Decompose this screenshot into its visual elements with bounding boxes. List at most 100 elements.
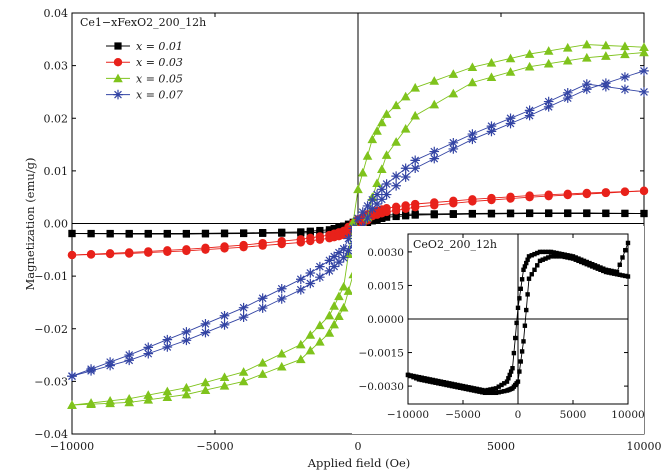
inset-data-point — [521, 339, 526, 344]
inset-data-point — [433, 380, 438, 385]
main-data-point — [525, 192, 534, 202]
axis-titles: Applied field (Oe) Magnetization (emu/g) — [23, 157, 410, 470]
inset-data-point — [408, 373, 413, 379]
main-y-tick-label: 0.00 — [44, 218, 69, 231]
main-data-point — [144, 248, 153, 257]
inset-data-point — [540, 249, 545, 255]
main-data-point — [378, 214, 386, 223]
inset-data-point — [603, 269, 609, 275]
inset-data-point — [551, 254, 556, 259]
main-data-point — [620, 84, 630, 95]
inset-data-point — [447, 383, 452, 388]
inset-data-point — [471, 386, 477, 391]
inset-data-point — [485, 387, 490, 393]
inset-data-point — [595, 266, 600, 271]
inset-data-point — [601, 268, 606, 274]
main-data-point — [305, 268, 316, 278]
inset-data-point — [455, 385, 460, 390]
inset-data-point — [517, 296, 522, 301]
main-x-tick-label: −5000 — [196, 440, 233, 453]
legend-marker — [113, 58, 123, 67]
inset-data-point — [514, 320, 519, 326]
main-data-point — [467, 134, 478, 145]
main-data-point — [601, 40, 611, 50]
main-data-point — [640, 209, 648, 218]
inset-data-point — [606, 270, 611, 275]
inset-data-point — [579, 257, 584, 262]
main-data-point — [429, 146, 440, 157]
inset-data-point — [491, 386, 496, 392]
main-data-point — [524, 61, 535, 71]
main-data-point — [162, 392, 173, 402]
main-data-point — [239, 242, 248, 252]
inset-data-point — [425, 378, 430, 384]
inset-data-point — [526, 254, 532, 259]
main-data-point — [334, 291, 344, 301]
main-data-point — [343, 286, 354, 295]
main-data-point — [68, 229, 76, 238]
main-y-tick-label: −0.02 — [34, 323, 68, 336]
main-data-point — [296, 274, 306, 285]
inset-data-point — [581, 260, 587, 266]
main-data-point — [639, 42, 649, 52]
inset-data-point — [524, 260, 529, 266]
main-data-point — [296, 285, 306, 295]
inset-data-point — [482, 390, 488, 396]
main-data-point — [257, 369, 268, 378]
inset-data-point — [449, 383, 455, 389]
inset-data-point — [441, 382, 446, 387]
inset-data-point — [537, 258, 543, 264]
inset-data-point — [449, 381, 455, 387]
main-data-point — [357, 207, 368, 217]
inset-data-point — [548, 254, 554, 259]
inset-data-point — [452, 382, 457, 387]
main-data-point — [143, 390, 154, 399]
main-data-point — [601, 188, 611, 198]
main-data-point — [219, 372, 230, 382]
main-data-point — [505, 67, 516, 76]
x-axis-title: Applied field (Oe) — [307, 456, 411, 470]
main-data-point — [401, 204, 410, 213]
inset-data-point — [499, 389, 504, 394]
inset-data-point — [548, 249, 554, 255]
main-data-point — [400, 91, 411, 101]
main-data-point — [583, 209, 591, 218]
main-data-point — [543, 102, 554, 112]
main-data-point — [338, 302, 349, 312]
main-data-point — [377, 164, 387, 173]
inset-data-point — [436, 378, 441, 384]
main-data-point — [410, 110, 420, 120]
inset-y-tick-label: −0.0015 — [358, 348, 404, 360]
inset-data-point — [546, 249, 551, 255]
inset-data-point — [617, 272, 622, 278]
main-data-point — [201, 245, 210, 254]
inset-data-point — [568, 253, 573, 259]
inset-data-point — [518, 286, 523, 292]
main-data-point — [86, 399, 96, 409]
legend-entry: x = 0.01 — [106, 40, 183, 53]
main-data-point — [306, 236, 315, 246]
main-data-point — [487, 210, 496, 218]
main-data-point — [601, 78, 611, 88]
main-data-point — [448, 144, 459, 154]
inset-y-tick-label: 0.0015 — [367, 280, 404, 292]
inset-data-point — [532, 267, 537, 272]
main-data-point — [125, 249, 134, 258]
main-data-point — [259, 229, 267, 237]
main-data-point — [219, 310, 230, 321]
inset-data-point — [525, 292, 530, 297]
inset-y-tick-label: 0.0030 — [367, 247, 404, 259]
main-data-point — [582, 79, 592, 89]
inset-series-0 — [405, 240, 631, 396]
legend-title: Ce1−xFexO2_200_12h — [80, 16, 206, 29]
main-data-point — [238, 312, 249, 322]
inset-data-point — [606, 268, 611, 273]
inset-data-point — [460, 386, 466, 391]
inset-data-point — [519, 349, 525, 354]
legend-entry: x = 0.05 — [106, 72, 183, 85]
main-data-point — [582, 39, 592, 49]
main-data-point — [562, 93, 573, 103]
main-data-point — [377, 117, 387, 127]
inset-data-point — [603, 267, 609, 272]
inset-data-point — [592, 265, 598, 270]
